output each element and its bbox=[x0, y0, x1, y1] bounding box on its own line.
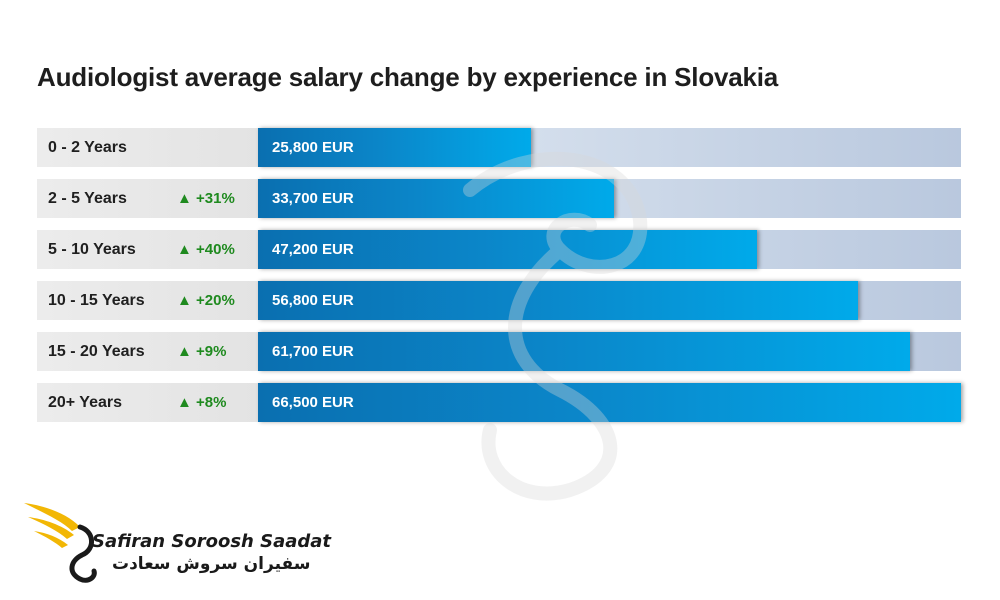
bar-track: 61,700 EUR bbox=[258, 332, 961, 371]
bar-track: 33,700 EUR bbox=[258, 179, 961, 218]
change-value: +40% bbox=[196, 241, 235, 258]
category-cell: 15 - 20 Years ▲ +9% bbox=[37, 332, 258, 371]
up-arrow-icon: ▲ bbox=[177, 343, 197, 360]
change-label: ▲ +8% bbox=[177, 394, 226, 411]
bar bbox=[258, 281, 858, 320]
category-cell: 2 - 5 Years ▲ +31% bbox=[37, 179, 258, 218]
bar bbox=[258, 383, 961, 422]
category-label: 15 - 20 Years bbox=[48, 343, 145, 360]
category-cell: 0 - 2 Years bbox=[37, 128, 258, 167]
category-cell: 5 - 10 Years ▲ +40% bbox=[37, 230, 258, 269]
change-label: ▲ +31% bbox=[177, 190, 235, 207]
brand-logo: Safiran Soroosh Saadat سفیران سروش سعادت bbox=[22, 495, 331, 585]
up-arrow-icon: ▲ bbox=[177, 241, 197, 258]
swan-wing-icon bbox=[24, 503, 97, 583]
bar-row: 15 - 20 Years ▲ +9% 61,700 EUR bbox=[37, 332, 961, 371]
bar-row: 5 - 10 Years ▲ +40% 47,200 EUR bbox=[37, 230, 961, 269]
bar-value-label: 33,700 EUR bbox=[272, 190, 354, 207]
bar bbox=[258, 332, 910, 371]
category-label: 5 - 10 Years bbox=[48, 241, 136, 258]
bar bbox=[258, 230, 757, 269]
change-label: ▲ +20% bbox=[177, 292, 235, 309]
category-label: 10 - 15 Years bbox=[48, 292, 145, 309]
bar-value-label: 66,500 EUR bbox=[272, 394, 354, 411]
category-cell: 10 - 15 Years ▲ +20% bbox=[37, 281, 258, 320]
bar-track: 56,800 EUR bbox=[258, 281, 961, 320]
category-label: 0 - 2 Years bbox=[48, 139, 127, 156]
up-arrow-icon: ▲ bbox=[177, 394, 197, 411]
bar-row: 0 - 2 Years 25,800 EUR bbox=[37, 128, 961, 167]
up-arrow-icon: ▲ bbox=[177, 190, 197, 207]
bar-chart: 0 - 2 Years 25,800 EUR 2 - 5 Years ▲ +31% 33… bbox=[37, 128, 961, 434]
chart-title: Audiologist average salary change by exp… bbox=[37, 62, 779, 92]
bar-value-label: 56,800 EUR bbox=[272, 292, 354, 309]
category-label: 20+ Years bbox=[48, 394, 123, 411]
bar bbox=[258, 179, 614, 218]
up-arrow-icon: ▲ bbox=[177, 292, 197, 309]
bar-row: 10 - 15 Years ▲ +20% 56,800 EUR bbox=[37, 281, 961, 320]
logo-text-en: Safiran Soroosh Saadat bbox=[92, 531, 332, 552]
bar-value-label: 25,800 EUR bbox=[272, 139, 354, 156]
bar-row: 20+ Years ▲ +8% 66,500 EUR bbox=[37, 383, 961, 422]
bar-value-label: 61,700 EUR bbox=[272, 343, 354, 360]
bar-track: 47,200 EUR bbox=[258, 230, 961, 269]
category-label: 2 - 5 Years bbox=[48, 190, 127, 207]
bar-row: 2 - 5 Years ▲ +31% 33,700 EUR bbox=[37, 179, 961, 218]
change-value: +8% bbox=[196, 394, 227, 411]
change-label: ▲ +9% bbox=[177, 343, 226, 360]
change-value: +20% bbox=[196, 292, 235, 309]
category-cell: 20+ Years ▲ +8% bbox=[37, 383, 258, 422]
bar-value-label: 47,200 EUR bbox=[272, 241, 354, 258]
change-label: ▲ +40% bbox=[177, 241, 235, 258]
bar bbox=[258, 128, 531, 167]
change-value: +31% bbox=[196, 190, 235, 207]
logo-text-fa: سفیران سروش سعادت bbox=[112, 554, 311, 574]
bar-track: 25,800 EUR bbox=[258, 128, 961, 167]
bar-track: 66,500 EUR bbox=[258, 383, 961, 422]
change-value: +9% bbox=[196, 343, 227, 360]
